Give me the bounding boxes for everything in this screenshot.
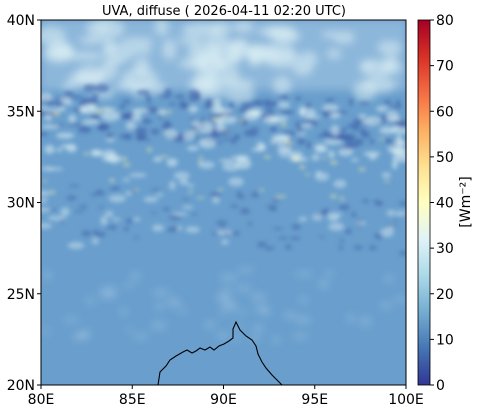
colorbar-tick-label: 70 (436, 59, 454, 75)
longitude-tick-label: 100E (388, 392, 424, 408)
map-area (41, 20, 406, 385)
colorbar-tick-label: 0 (436, 378, 445, 394)
latitude-axis: 20N 25N 30N 35N 40N (7, 13, 41, 394)
latitude-tick-label: 20N (7, 378, 35, 394)
map-title: UVA, diffuse ( 2026-04-11 02:20 UTC) (102, 4, 346, 19)
longitude-tick-label: 85E (119, 392, 146, 408)
longitude-tick-label: 80E (28, 392, 55, 408)
colorbar-label: [Wm⁻²] (458, 176, 474, 227)
colorbar-tick-label: 40 (436, 196, 454, 212)
latitude-tick-label: 30N (7, 196, 35, 212)
latitude-tick-label: 35N (7, 104, 35, 120)
longitude-tick-label: 95E (301, 392, 328, 408)
longitude-axis: 80E 85E 90E 95E 100E (28, 385, 424, 408)
colorbar-tick-label: 50 (436, 150, 454, 166)
latitude-tick-label: 25N (7, 287, 35, 303)
longitude-tick-label: 90E (210, 392, 237, 408)
colorbar-tick-label: 20 (436, 287, 454, 303)
colorbar-tick-label: 30 (436, 241, 454, 257)
cloud-texture (41, 20, 406, 344)
colorbar-ticks: 0 10 20 30 40 50 60 70 80 (430, 13, 454, 394)
colorbar: 0 10 20 30 40 50 60 70 80 [Wm⁻²] (417, 13, 474, 394)
coastline (157, 320, 283, 385)
colorbar-tick-label: 10 (436, 332, 454, 348)
colorbar-tick-label: 80 (436, 13, 454, 29)
latitude-tick-label: 40N (7, 13, 35, 29)
colorbar-tick-label: 60 (436, 104, 454, 120)
colorbar-scale (417, 19, 431, 386)
